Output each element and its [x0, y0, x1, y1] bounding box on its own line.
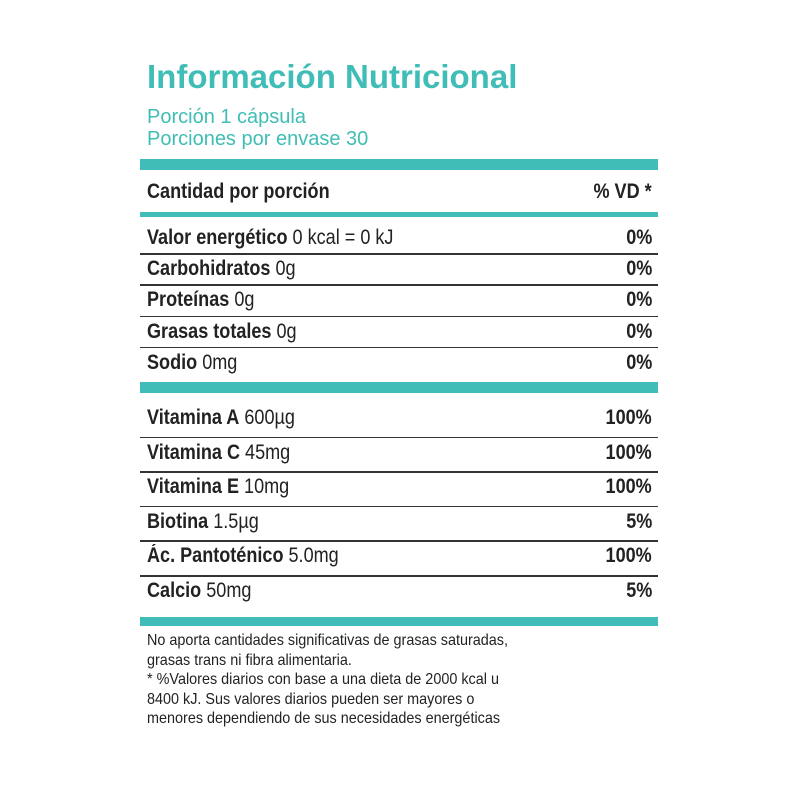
nutrient: Vitamina E 10mg [147, 475, 289, 499]
nutrient-name: Proteínas [147, 288, 230, 312]
footnote-line: 8400 kJ. Sus valores diarios pueden ser … [147, 690, 475, 708]
nutrient-row: Vitamina C 45mg 100% [147, 441, 652, 471]
nutrient: Carbohidratos 0g [147, 257, 296, 281]
nutrient-name: Carbohidratos [147, 257, 271, 281]
nutrient: Grasas totales 0g [147, 320, 297, 344]
nutrient-row: Ác. Pantoténico 5.0mg 100% [147, 544, 652, 574]
nutrient-amount: 0mg [202, 350, 238, 374]
nutrient-row: Valor energético 0 kcal = 0 kJ 0% [147, 226, 652, 256]
nutrient-name: Valor energético [147, 226, 288, 249]
nutrient: Ác. Pantoténico 5.0mg [147, 544, 339, 568]
nutrient: Sodio 0mg [147, 351, 237, 375]
servings-per-container: Porciones por envase 30 [147, 128, 369, 150]
nutrient-row: Calcio 50mg 5% [147, 579, 652, 609]
daily-value: 0% [625, 319, 652, 343]
nutrient-name: Vitamina E [147, 475, 240, 499]
nutrient-amount: 10mg [244, 475, 290, 499]
row-divider [140, 471, 658, 473]
row-divider [140, 540, 658, 542]
daily-value: 0% [625, 350, 652, 374]
row-divider [140, 436, 658, 439]
title: Información Nutricional [147, 58, 518, 95]
nutrient-name: Biotina [147, 509, 209, 533]
nutrient: Vitamina C 45mg [147, 441, 290, 465]
row-divider [140, 575, 658, 577]
nutrient-row: Grasas totales 0g 0% [147, 320, 652, 350]
footnote-line: grasas trans ni fibra alimentaria. [147, 651, 352, 669]
nutrient-row: Sodio 0mg 0% [147, 351, 652, 381]
divider-bar [140, 159, 658, 170]
nutrient-name: Ác. Pantoténico [147, 544, 284, 568]
daily-value: 100% [605, 475, 652, 499]
nutrient-amount: 1.5µg [213, 509, 259, 533]
nutrient-amount: 0g [275, 257, 296, 281]
serving: Porción 1 cápsula [147, 106, 306, 128]
nutrient-row: Biotina 1.5µg 5% [147, 510, 652, 540]
daily-value: 0% [625, 288, 652, 312]
nutrient-name: Vitamina A [147, 406, 240, 429]
footnote-line: * %Valores diarios con base a una dieta … [147, 671, 499, 688]
nutrient-row: Vitamina A 600µg 100% [147, 406, 652, 436]
nutrient-amount: 0g [234, 288, 255, 312]
nutrient: Biotina 1.5µg [147, 510, 259, 534]
daily-value: 5% [625, 579, 652, 602]
daily-value: 100% [605, 406, 652, 429]
nutrient-amount: 45mg [245, 440, 291, 464]
nutrient-amount: 50mg [206, 579, 252, 602]
daily-value: 5% [625, 509, 652, 533]
nutrient: Vitamina A 600µg [147, 406, 295, 430]
column-header-row: Cantidad por porción % VD * [147, 180, 652, 210]
nutrient-name: Sodio [147, 350, 198, 374]
nutrient-name: Grasas totales [147, 319, 272, 343]
nutrient-row: Vitamina E 10mg 100% [147, 475, 652, 505]
row-divider [140, 346, 658, 349]
daily-value: 100% [605, 544, 652, 568]
nutrient-amount: 0g [276, 319, 297, 343]
row-divider [140, 253, 658, 255]
daily-value: 0% [625, 257, 652, 281]
nutrient-name: Calcio [147, 579, 202, 602]
row-divider [140, 284, 658, 286]
daily-value: 100% [605, 440, 652, 464]
nutrient-amount: 0 kcal = 0 kJ [292, 226, 394, 249]
nutrient-row: Proteínas 0g 0% [147, 288, 652, 318]
daily-value: 0% [625, 226, 652, 249]
divider-bar [140, 617, 658, 626]
nutrient-amount: 5.0mg [288, 544, 339, 568]
row-divider [140, 505, 658, 508]
nutrient: Proteínas 0g [147, 288, 254, 312]
divider-bar [140, 212, 658, 217]
column-header: % VD * [593, 180, 652, 203]
footnote-line: No aporta cantidades significativas de g… [147, 632, 509, 649]
row-divider [140, 315, 658, 318]
nutrient-name: Vitamina C [147, 440, 241, 464]
nutrient-row: Carbohidratos 0g 0% [147, 257, 652, 287]
divider-bar [140, 382, 658, 393]
column-header: Cantidad por porción [147, 180, 330, 203]
nutrient-amount: 600µg [244, 406, 295, 429]
nutrient: Calcio 50mg [147, 579, 251, 603]
footnote-line: menores dependiendo de sus necesidades e… [147, 710, 501, 727]
nutrient: Valor energético 0 kcal = 0 kJ [147, 226, 393, 250]
